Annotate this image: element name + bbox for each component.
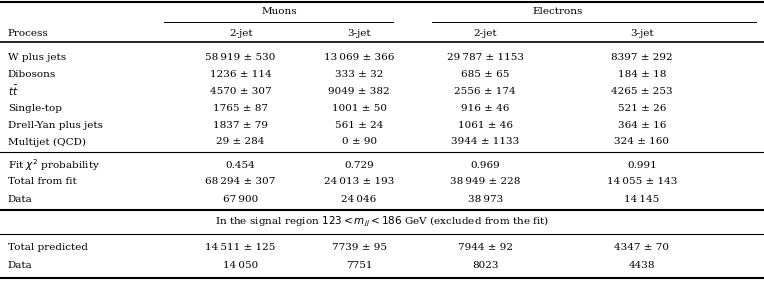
Text: 14 511 ± 125: 14 511 ± 125 bbox=[206, 244, 276, 253]
Text: 38 973: 38 973 bbox=[468, 195, 503, 204]
Text: 3-jet: 3-jet bbox=[348, 28, 371, 37]
Text: 521 ± 26: 521 ± 26 bbox=[617, 104, 666, 113]
Text: 7739 ± 95: 7739 ± 95 bbox=[332, 244, 387, 253]
Text: 29 787 ± 1153: 29 787 ± 1153 bbox=[447, 52, 523, 61]
Text: 685 ± 65: 685 ± 65 bbox=[461, 70, 510, 79]
Text: 3944 ± 1133: 3944 ± 1133 bbox=[451, 137, 520, 146]
Text: Total from fit: Total from fit bbox=[8, 177, 76, 186]
Text: 8397 ± 292: 8397 ± 292 bbox=[611, 52, 672, 61]
Text: 3-jet: 3-jet bbox=[630, 28, 653, 37]
Text: 0.969: 0.969 bbox=[471, 160, 500, 169]
Text: 4265 ± 253: 4265 ± 253 bbox=[611, 86, 672, 95]
Text: 4438: 4438 bbox=[629, 260, 655, 269]
Text: 0.729: 0.729 bbox=[345, 160, 374, 169]
Text: In the signal region $123 < m_{jj} < 186$ GeV (excluded from the fit): In the signal region $123 < m_{jj} < 186… bbox=[215, 215, 549, 229]
Text: Electrons: Electrons bbox=[533, 8, 583, 17]
Text: 24 046: 24 046 bbox=[342, 195, 377, 204]
Text: 1837 ± 79: 1837 ± 79 bbox=[213, 121, 268, 130]
Text: 14 145: 14 145 bbox=[624, 195, 659, 204]
Text: 0.991: 0.991 bbox=[627, 160, 656, 169]
Text: 1765 ± 87: 1765 ± 87 bbox=[213, 104, 268, 113]
Text: Process: Process bbox=[8, 28, 48, 37]
Text: 7751: 7751 bbox=[346, 260, 372, 269]
Text: 561 ± 24: 561 ± 24 bbox=[335, 121, 384, 130]
Text: 333 ± 32: 333 ± 32 bbox=[335, 70, 384, 79]
Text: 324 ± 160: 324 ± 160 bbox=[614, 137, 669, 146]
Text: 7944 ± 92: 7944 ± 92 bbox=[458, 244, 513, 253]
Text: 24 013 ± 193: 24 013 ± 193 bbox=[324, 177, 394, 186]
Text: 9049 ± 382: 9049 ± 382 bbox=[329, 86, 390, 95]
Text: 0 ± 90: 0 ± 90 bbox=[342, 137, 377, 146]
Text: 67 900: 67 900 bbox=[223, 195, 258, 204]
Text: 68 294 ± 307: 68 294 ± 307 bbox=[206, 177, 276, 186]
Text: Single-top: Single-top bbox=[8, 104, 62, 113]
Text: 364 ± 16: 364 ± 16 bbox=[617, 121, 666, 130]
Text: W plus jets: W plus jets bbox=[8, 52, 66, 61]
Text: 58 919 ± 530: 58 919 ± 530 bbox=[206, 52, 276, 61]
Text: 916 ± 46: 916 ± 46 bbox=[461, 104, 510, 113]
Text: $t\bar{t}$: $t\bar{t}$ bbox=[8, 84, 18, 98]
Text: Dibosons: Dibosons bbox=[8, 70, 56, 79]
Text: 2-jet: 2-jet bbox=[229, 28, 252, 37]
Text: 0.454: 0.454 bbox=[226, 160, 255, 169]
Text: 4570 ± 307: 4570 ± 307 bbox=[210, 86, 271, 95]
Text: 2556 ± 174: 2556 ± 174 bbox=[455, 86, 516, 95]
Text: Data: Data bbox=[8, 195, 32, 204]
Text: 1236 ± 114: 1236 ± 114 bbox=[210, 70, 271, 79]
Text: 14 055 ± 143: 14 055 ± 143 bbox=[607, 177, 677, 186]
Text: 8023: 8023 bbox=[472, 260, 498, 269]
Text: Muons: Muons bbox=[261, 8, 296, 17]
Text: 1061 ± 46: 1061 ± 46 bbox=[458, 121, 513, 130]
Text: 29 ± 284: 29 ± 284 bbox=[216, 137, 265, 146]
Text: Multijet (QCD): Multijet (QCD) bbox=[8, 137, 86, 146]
Text: Data: Data bbox=[8, 260, 32, 269]
Text: 38 949 ± 228: 38 949 ± 228 bbox=[450, 177, 520, 186]
Text: 14 050: 14 050 bbox=[223, 260, 258, 269]
Text: 2-jet: 2-jet bbox=[474, 28, 497, 37]
Text: 184 ± 18: 184 ± 18 bbox=[617, 70, 666, 79]
Text: 13 069 ± 366: 13 069 ± 366 bbox=[324, 52, 394, 61]
Text: 4347 ± 70: 4347 ± 70 bbox=[614, 244, 669, 253]
Text: Total predicted: Total predicted bbox=[8, 244, 88, 253]
Text: Fit $\chi^2$ probability: Fit $\chi^2$ probability bbox=[8, 157, 100, 173]
Text: 1001 ± 50: 1001 ± 50 bbox=[332, 104, 387, 113]
Text: Drell-Yan plus jets: Drell-Yan plus jets bbox=[8, 121, 102, 130]
